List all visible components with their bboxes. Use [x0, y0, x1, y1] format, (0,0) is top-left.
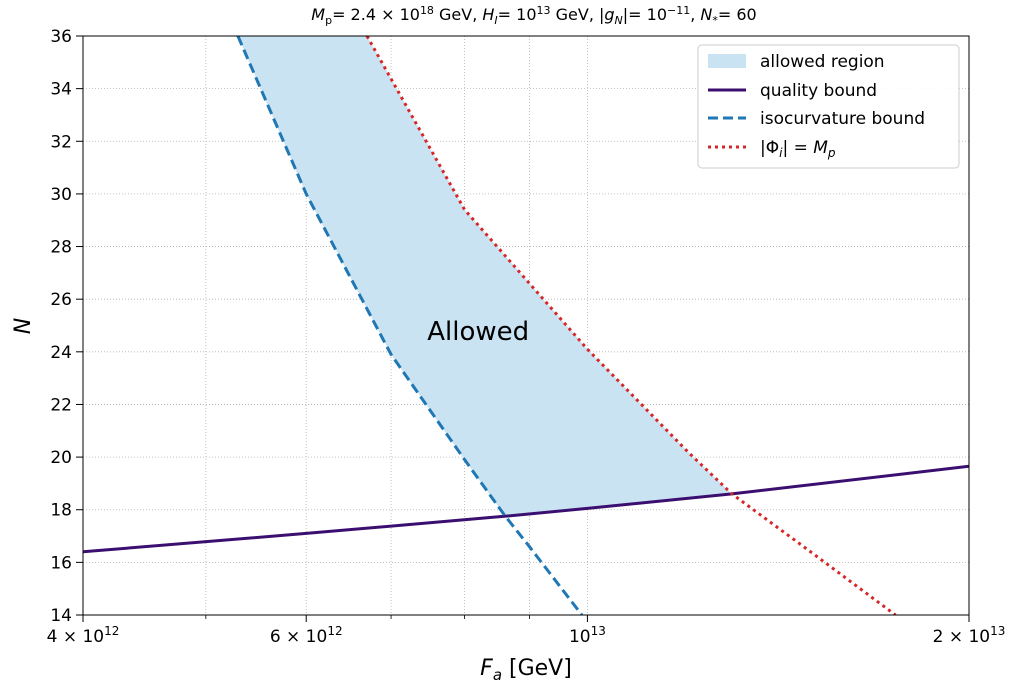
y-axis-label: N	[11, 318, 36, 334]
legend-label-quality-bound: quality bound	[760, 81, 877, 101]
x-axis-label: Fa [GeV]	[480, 656, 572, 684]
allowed-annotation: Allowed	[427, 317, 529, 347]
legend-label-allowed-region: allowed region	[760, 52, 885, 72]
legend-label-isocurvature-bound: isocurvature bound	[760, 109, 925, 129]
y-tick-label: 16	[50, 553, 72, 573]
y-tick-label: 34	[50, 80, 72, 100]
allowed-region-polygon	[237, 36, 732, 517]
legend-box	[697, 44, 960, 169]
legend: allowed region quality bound isocurvatur…	[697, 44, 960, 169]
x-tick-label: 6 × 1012	[270, 624, 343, 647]
y-tick-label: 24	[50, 343, 72, 363]
y-tick-label: 22	[50, 395, 72, 415]
chart-title: Mp= 2.4 × 1018 GeV, HI= 1013 GeV, |gN|= …	[311, 4, 756, 27]
series-lines	[83, 36, 969, 615]
phi-mp-line	[365, 36, 897, 615]
y-tick-label: 28	[50, 238, 72, 258]
y-tick-label: 14	[50, 606, 72, 626]
y-tick-label: 36	[50, 27, 72, 47]
plot-frame	[82, 35, 970, 616]
y-tick-label: 20	[50, 448, 72, 468]
x-tick-label: 2 × 1013	[933, 624, 1006, 647]
y-tick-label: 18	[50, 501, 72, 521]
y-tick-label: 30	[50, 185, 72, 205]
quality-bound-line	[83, 464, 969, 554]
y-tick-label: 32	[50, 132, 72, 152]
axis-ticks: 4 × 1012 6 × 1012 1013 2 × 1013 14 16 18 20 22 24…	[47, 27, 1006, 647]
allowed-region-fill	[237, 36, 732, 517]
isocurvature-bound-line	[236, 36, 584, 615]
y-tick-label: 26	[50, 290, 72, 310]
x-tick-label: 1013	[569, 624, 606, 647]
legend-swatch-allowed-region	[708, 54, 746, 68]
x-tick-label: 4 × 1012	[47, 624, 120, 647]
legend-label-phi-mp: |Φi| = Mp	[760, 138, 836, 160]
